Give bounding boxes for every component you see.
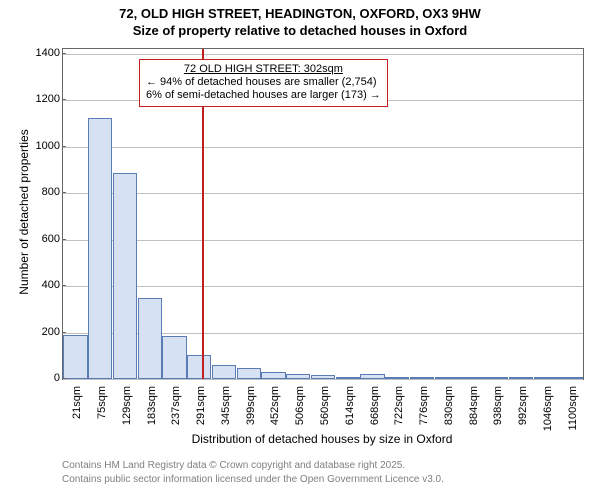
gridline: [63, 240, 583, 241]
histogram-bar: [509, 377, 533, 379]
gridline: [63, 286, 583, 287]
y-tick-label: 1200: [0, 93, 66, 105]
histogram-bar: [88, 118, 112, 379]
x-tick-label: 399sqm: [245, 386, 257, 425]
x-tick-label: 1100sqm: [567, 386, 579, 430]
y-tick-label: 600: [0, 233, 66, 245]
footer-line1: Contains HM Land Registry data © Crown c…: [62, 460, 405, 471]
histogram-bar: [534, 377, 558, 379]
annotation-line: 6% of semi-detached houses are larger (1…: [146, 89, 381, 102]
x-tick-label: 237sqm: [170, 386, 182, 425]
histogram-bar: [459, 377, 483, 379]
histogram-bar: [237, 368, 261, 379]
footer-line2: Contains public sector information licen…: [62, 474, 444, 485]
histogram-bar: [138, 298, 162, 379]
y-tick-label: 1000: [0, 140, 66, 152]
gridline: [63, 379, 583, 380]
x-tick-label: 75sqm: [96, 386, 108, 419]
x-tick-label: 1046sqm: [542, 386, 554, 431]
x-tick-label: 345sqm: [220, 386, 232, 425]
x-tick-label: 830sqm: [443, 386, 455, 425]
x-tick-label: 452sqm: [269, 386, 281, 425]
x-tick-label: 668sqm: [369, 386, 381, 425]
plot-area: 72 OLD HIGH STREET: 302sqm← 94% of detac…: [62, 48, 584, 380]
histogram-bar: [63, 335, 87, 379]
histogram-bar: [336, 377, 360, 379]
gridline: [63, 54, 583, 55]
x-tick-label: 614sqm: [344, 386, 356, 425]
y-tick-label: 1400: [0, 47, 66, 59]
x-tick-label: 506sqm: [294, 386, 306, 425]
y-tick-label: 800: [0, 186, 66, 198]
histogram-bar: [558, 377, 582, 379]
x-tick-label: 560sqm: [319, 386, 331, 425]
x-tick-label: 722sqm: [393, 386, 405, 425]
annotation-box: 72 OLD HIGH STREET: 302sqm← 94% of detac…: [139, 59, 388, 107]
histogram-bar: [212, 365, 236, 379]
x-tick-label: 884sqm: [468, 386, 480, 425]
histogram-bar: [187, 355, 211, 379]
histogram-bar: [484, 377, 508, 379]
gridline: [63, 147, 583, 148]
x-tick-label: 183sqm: [146, 386, 158, 425]
y-tick-label: 400: [0, 279, 66, 291]
histogram-bar: [311, 375, 335, 379]
histogram-bar: [385, 377, 409, 379]
histogram-bar: [261, 372, 285, 379]
chart-container: 72, OLD HIGH STREET, HEADINGTON, OXFORD,…: [0, 0, 600, 500]
annotation-line: 72 OLD HIGH STREET: 302sqm: [146, 63, 381, 76]
histogram-bar: [286, 374, 310, 379]
gridline: [63, 193, 583, 194]
x-tick-label: 992sqm: [517, 386, 529, 425]
x-tick-label: 129sqm: [121, 386, 133, 425]
x-tick-label: 21sqm: [71, 386, 83, 419]
y-tick-label: 200: [0, 326, 66, 338]
y-tick-label: 0: [0, 372, 66, 384]
x-tick-label: 291sqm: [195, 386, 207, 425]
chart-title-line1: 72, OLD HIGH STREET, HEADINGTON, OXFORD,…: [0, 6, 600, 21]
histogram-bar: [410, 377, 434, 379]
histogram-bar: [162, 336, 186, 379]
x-tick-label: 776sqm: [418, 386, 430, 425]
histogram-bar: [435, 377, 459, 379]
x-tick-label: 938sqm: [492, 386, 504, 425]
x-axis-label: Distribution of detached houses by size …: [62, 432, 582, 446]
annotation-line: ← 94% of detached houses are smaller (2,…: [146, 76, 381, 89]
histogram-bar: [113, 173, 137, 379]
chart-title-line2: Size of property relative to detached ho…: [0, 23, 600, 38]
histogram-bar: [360, 374, 384, 379]
